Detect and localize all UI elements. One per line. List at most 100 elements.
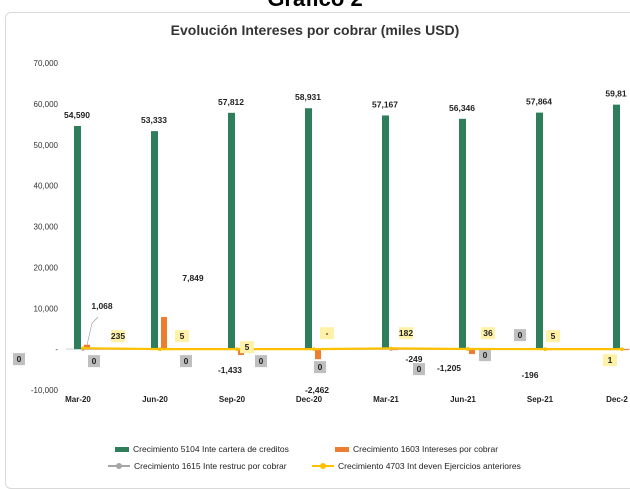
data-label-4703: - <box>326 328 329 338</box>
point-4703 <box>543 347 547 351</box>
legend-label-1615: Crecimiento 1615 Inte restruc por cobrar <box>134 461 287 471</box>
bar-1603 <box>84 344 90 350</box>
bar-5104 <box>74 125 81 350</box>
chart-frame <box>5 12 630 489</box>
data-label-box-1615 <box>514 329 526 342</box>
x-tick-label: Dec-2 <box>606 395 628 404</box>
data-label-4703: 36 <box>483 328 493 338</box>
legend-label-1603: Crecimiento 1603 Intereses por cobrar <box>353 444 499 454</box>
legend-swatch-1615 <box>108 462 130 470</box>
y-tick-label: - <box>55 345 58 354</box>
data-label-5104: 59,81 <box>605 89 627 99</box>
data-label-1615: 0 <box>483 350 488 360</box>
data-label-5104: 57,167 <box>372 99 398 109</box>
figure-heading: Gráfico 2 <box>0 0 630 12</box>
bar-5104 <box>613 104 620 350</box>
bar-5104 <box>305 108 312 350</box>
bar-5104 <box>151 131 158 350</box>
data-label-4703: 5 <box>180 331 185 341</box>
y-tick-label: 40,000 <box>34 182 59 191</box>
data-label-box-1615 <box>413 363 425 376</box>
data-label-1603: -249 <box>405 354 422 364</box>
data-label-box-1615 <box>88 355 100 368</box>
point-4703 <box>466 347 470 351</box>
bar-1603 <box>469 349 475 355</box>
x-tick-label: Dec-20 <box>296 395 323 404</box>
y-tick-label: -10,000 <box>31 386 59 395</box>
y-tick-label: 70,000 <box>34 59 59 68</box>
point-4703 <box>158 347 162 351</box>
data-label-5104: 53,333 <box>141 115 167 125</box>
legend-swatch-5104 <box>115 446 129 452</box>
legend-swatch-1603 <box>335 446 349 452</box>
point-4703 <box>312 347 316 351</box>
chart-title: Evolución Intereses por cobrar (miles US… <box>170 22 460 38</box>
x-tick-label: Mar-20 <box>65 395 91 404</box>
data-label-1603: -1,205 <box>437 363 461 373</box>
data-label-1603: -1,433 <box>218 365 242 375</box>
data-label-1603: -2,462 <box>305 385 329 395</box>
bar-5104 <box>382 115 389 350</box>
leader-line <box>86 323 93 346</box>
data-label-box-1615 <box>180 355 192 368</box>
data-label-5104: 58,931 <box>295 92 321 102</box>
data-label-5104: 57,864 <box>526 97 552 107</box>
data-label-1603: 1,068 <box>91 301 113 311</box>
bar-1603 <box>315 349 321 360</box>
point-4703 <box>235 347 239 351</box>
data-label-4703: 235 <box>111 331 125 341</box>
data-label-box-4703 <box>175 330 189 343</box>
x-tick-label: Sep-20 <box>219 395 246 404</box>
point-4703 <box>620 347 624 351</box>
data-label-box-4703 <box>240 341 254 354</box>
x-tick-label: Sep-21 <box>527 395 554 404</box>
data-label-box-4703 <box>399 327 413 340</box>
bar-5104 <box>536 112 543 350</box>
data-label-1615: 0 <box>259 356 264 366</box>
legend-item-5104: Crecimiento 5104 Inte cartera de credito… <box>115 444 289 454</box>
legend-item-1603: Crecimiento 1603 Intereses por cobrar <box>335 444 498 454</box>
y-tick-label: 10,000 <box>34 304 59 313</box>
data-label-1615: 0 <box>417 364 422 374</box>
data-label-box-4703 <box>320 327 334 340</box>
data-label-box-1615 <box>479 349 491 362</box>
data-label-4703: 1 <box>608 355 613 365</box>
data-label-5104: 57,812 <box>218 97 244 107</box>
data-label-4703: 5 <box>245 342 250 352</box>
data-label-box-1615 <box>314 361 326 374</box>
data-label-box-4703 <box>546 330 560 343</box>
bar-5104 <box>459 118 466 350</box>
point-4703 <box>389 346 393 351</box>
data-label-1615: 0 <box>318 362 323 372</box>
legend-item-4703: Crecimiento 4703 Int deven Ejercicios an… <box>312 461 521 471</box>
data-label-1603: 7,849 <box>182 273 204 283</box>
data-label-1615: 0 <box>17 354 22 364</box>
bar-5104 <box>228 112 235 350</box>
y-tick-label: 50,000 <box>34 141 59 150</box>
data-label-box-1615 <box>255 355 267 368</box>
y-tick-label: 60,000 <box>34 100 59 109</box>
data-label-box-4703 <box>111 330 125 343</box>
point-4703 <box>81 346 85 350</box>
x-tick-label: Jun-21 <box>450 395 476 404</box>
line-4703 <box>82 347 623 351</box>
data-label-4703: 182 <box>399 328 413 338</box>
x-tick-label: Mar-21 <box>373 395 399 404</box>
bar-1603 <box>161 317 167 350</box>
legend-swatch-4703 <box>312 462 334 470</box>
data-label-box-1615 <box>13 353 25 366</box>
y-tick-label: 30,000 <box>34 223 59 232</box>
data-label-1615: 0 <box>518 330 523 340</box>
leader-line <box>91 316 99 324</box>
data-label-5104: 54,590 <box>64 110 90 120</box>
legend-label-4703: Crecimiento 4703 Int deven Ejercicios an… <box>338 461 521 471</box>
data-label-4703: 5 <box>551 331 556 341</box>
data-label-5104: 56,346 <box>449 103 475 113</box>
data-label-1615: 0 <box>184 356 189 366</box>
data-label-1603: -196 <box>521 370 538 380</box>
data-label-1615: 0 <box>92 356 97 366</box>
data-label-box-4703 <box>481 327 495 340</box>
y-tick-label: 20,000 <box>34 263 59 272</box>
legend-label-5104: Crecimiento 5104 Inte cartera de credito… <box>133 444 289 454</box>
